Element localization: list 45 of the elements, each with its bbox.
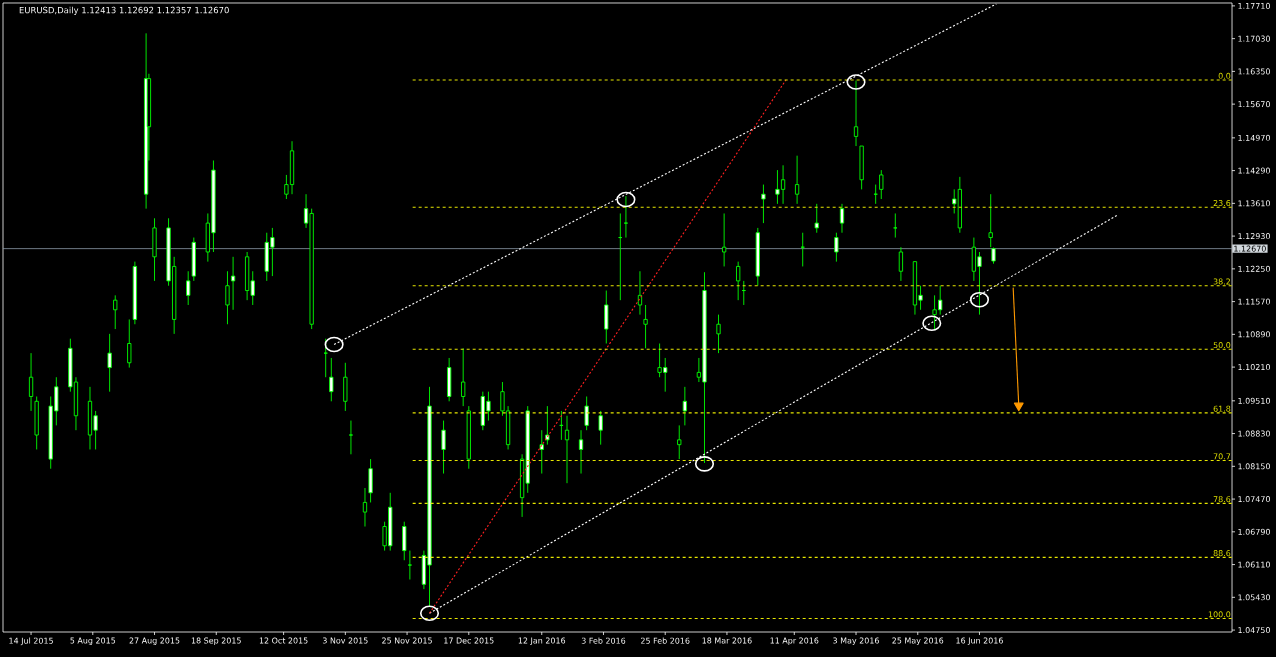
- chart-title: EURUSD,Daily 1.12413 1.12692 1.12357 1.12670: [19, 6, 229, 15]
- point: [922, 315, 942, 332]
- candlestick: [362, 487, 368, 527]
- candlestick: [814, 203, 819, 234]
- candlestick: [898, 246, 904, 282]
- candlestick: [127, 318, 132, 369]
- candlestick: [578, 429, 584, 474]
- candlestick: [323, 338, 328, 378]
- candlestick: [225, 270, 230, 325]
- candlestick: [598, 410, 603, 446]
- candlestick: [834, 232, 839, 263]
- candlestick: [722, 213, 727, 267]
- candlestick: [761, 184, 766, 224]
- candlestick: [839, 203, 845, 234]
- candlestick: [186, 270, 191, 306]
- point: [419, 605, 440, 622]
- candlestick: [879, 169, 884, 200]
- candlestick: [348, 420, 354, 455]
- candlestick: [988, 193, 993, 248]
- candlestick: [545, 405, 550, 446]
- candlestick: [28, 352, 34, 412]
- candlestick: [794, 155, 800, 205]
- candlestick: [584, 396, 589, 431]
- point: [694, 456, 715, 472]
- candlestick: [441, 420, 446, 474]
- candlestick: [623, 195, 629, 238]
- candlestick: [461, 347, 466, 407]
- candlestick: [853, 80, 859, 147]
- candlestick: [716, 314, 721, 354]
- candlestick: [539, 429, 544, 474]
- candlestick: [643, 304, 648, 349]
- candlestick: [893, 213, 898, 238]
- point: [846, 74, 866, 90]
- candlestick: [107, 333, 112, 393]
- point: [324, 336, 344, 353]
- candlestick: [736, 261, 741, 301]
- candlestick: [407, 550, 412, 580]
- candlestick: [677, 424, 682, 460]
- candlestick: [329, 357, 334, 402]
- point: [969, 291, 990, 308]
- candlestick: [682, 386, 687, 426]
- candlestick: [113, 294, 118, 330]
- candlestick: [230, 256, 236, 311]
- candlestick: [564, 415, 570, 484]
- point: [616, 191, 636, 208]
